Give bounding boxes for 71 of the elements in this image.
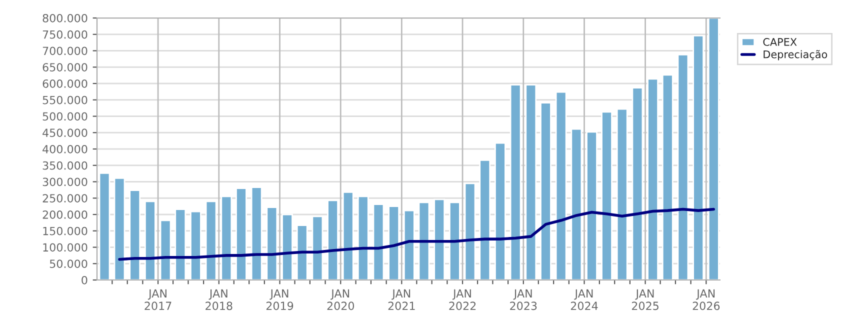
bar	[632, 87, 644, 280]
y-tick-label: 500.000	[42, 112, 88, 121]
y-tick-label: 650.000	[42, 63, 88, 72]
bar	[312, 216, 324, 280]
x-tick-label: JAN 2018	[206, 289, 232, 310]
y-tick-label: 250.000	[42, 194, 88, 203]
line-series	[118, 208, 716, 261]
bar	[388, 206, 400, 280]
y-tick-label: 100.000	[43, 243, 88, 252]
y-tick-label: 600.000	[42, 79, 88, 88]
x-tick-label: JAN 2023	[510, 289, 537, 310]
bar	[601, 111, 612, 280]
bar	[114, 177, 126, 280]
y-tick-label: 550.000	[42, 96, 88, 104]
bar	[448, 202, 460, 280]
bar	[372, 204, 384, 280]
x-tick-label: JAN 2025	[632, 289, 658, 310]
bar	[342, 192, 354, 280]
bar	[236, 188, 247, 280]
bar	[266, 206, 278, 280]
bar	[205, 200, 217, 280]
bar	[220, 196, 232, 280]
y-tick-label: 800.000	[42, 14, 88, 22]
bar	[98, 172, 110, 280]
bar	[129, 190, 141, 280]
bar	[708, 18, 720, 280]
bar	[525, 84, 537, 280]
y-tick-label: 400.000	[42, 144, 88, 154]
bar	[677, 54, 689, 280]
bar	[418, 202, 430, 280]
y-tick-label: 450.000	[42, 128, 88, 138]
y-tick-label: 0	[82, 276, 88, 284]
bar	[540, 102, 552, 280]
bar	[692, 34, 704, 280]
bar	[296, 224, 308, 280]
x-tick-label: JAN 2022	[449, 289, 476, 310]
bar	[327, 200, 338, 280]
bar	[160, 220, 172, 280]
bar	[555, 91, 567, 280]
bar	[586, 131, 598, 280]
bar	[464, 182, 476, 280]
y-tick-label: 150.000	[43, 226, 88, 236]
bar	[510, 84, 522, 280]
x-tick-label: JAN 2024	[570, 289, 598, 310]
x-tick-label: JAN 2017	[144, 289, 172, 310]
bar	[357, 196, 369, 280]
x-tick-label: JAN 2020	[327, 289, 354, 310]
bar	[647, 78, 658, 280]
y-tick-label: 300.000	[42, 178, 88, 186]
bar	[662, 74, 674, 280]
bar	[616, 108, 628, 280]
bar	[174, 208, 186, 280]
x-tick-label: JAN 2026	[692, 289, 720, 310]
x-tick-label: JAN 2021	[388, 289, 415, 310]
bar	[570, 128, 582, 280]
y-tick-label: 50.000	[50, 260, 88, 268]
y-tick-label: 200.000	[42, 210, 88, 219]
y-tick-label: 350.000	[42, 161, 88, 170]
bar	[403, 210, 415, 280]
bar	[494, 142, 506, 280]
legend-label: CAPEX	[763, 38, 797, 46]
bar	[282, 214, 293, 280]
bar	[250, 186, 262, 280]
bar	[190, 210, 202, 280]
bar	[479, 159, 491, 280]
x-tick-label: JAN 2019	[266, 289, 294, 310]
bar	[434, 198, 446, 280]
bar	[144, 200, 156, 280]
legend-label: Depreciação	[764, 50, 828, 60]
y-tick-label: 750.000	[42, 30, 88, 39]
y-tick-label: 700.000	[42, 46, 88, 56]
